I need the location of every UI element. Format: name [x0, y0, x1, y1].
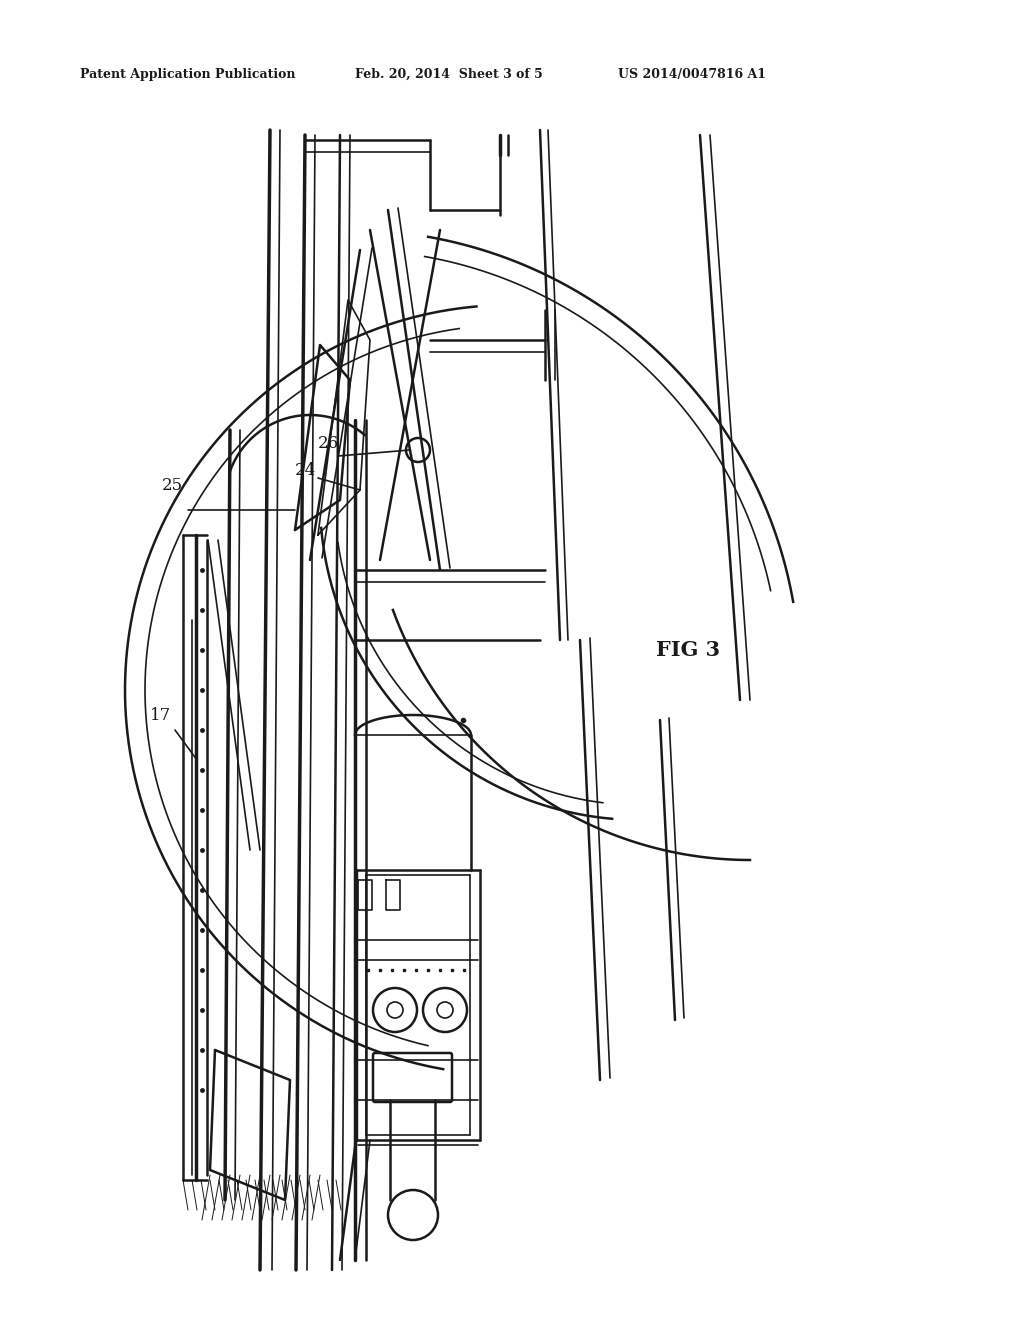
Text: 26: 26 — [318, 436, 339, 451]
Text: Feb. 20, 2014  Sheet 3 of 5: Feb. 20, 2014 Sheet 3 of 5 — [355, 69, 543, 81]
Text: Patent Application Publication: Patent Application Publication — [80, 69, 296, 81]
Text: US 2014/0047816 A1: US 2014/0047816 A1 — [618, 69, 766, 81]
Text: 25: 25 — [162, 477, 183, 494]
Text: 17: 17 — [150, 708, 171, 723]
Text: 24: 24 — [295, 462, 316, 479]
Text: FIG 3: FIG 3 — [656, 640, 720, 660]
